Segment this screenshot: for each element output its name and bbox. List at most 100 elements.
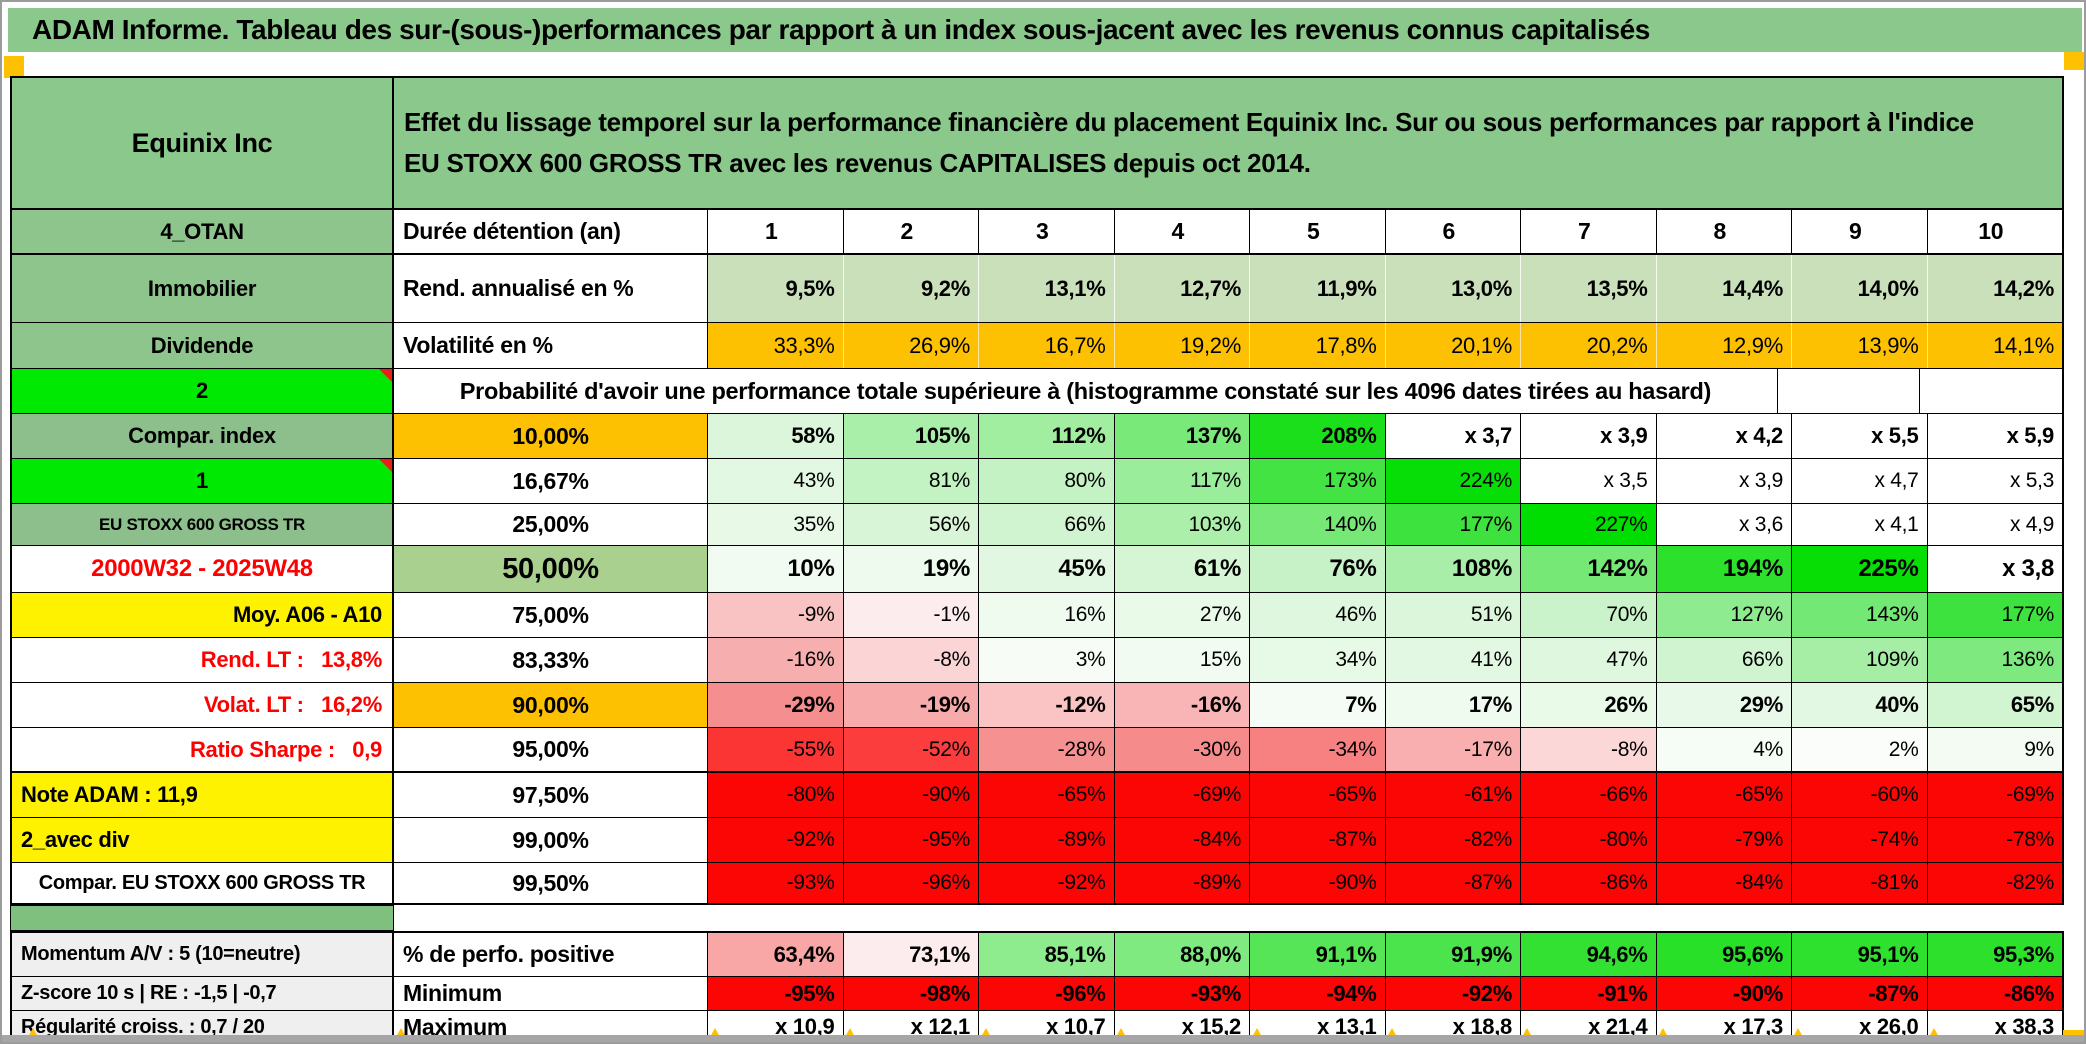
value-cell[interactable]: -74% — [1791, 818, 1927, 862]
value-cell[interactable]: 137% — [1113, 414, 1249, 458]
metric-cell-p83[interactable]: 83,33% — [394, 638, 708, 682]
value-cell[interactable]: 105% — [842, 414, 978, 458]
value-cell[interactable]: -89% — [978, 818, 1114, 862]
value-cell[interactable]: 9,2% — [842, 255, 978, 322]
value-cell[interactable]: 16% — [978, 593, 1114, 637]
row-label-minimum[interactable]: Z-score 10 s | RE : -1,5 | -0,7 — [12, 977, 394, 1010]
metric-cell-positive[interactable]: % de perfo. positive — [394, 933, 708, 976]
value-cell[interactable]: -9% — [708, 593, 843, 637]
value-cell[interactable]: 51% — [1384, 593, 1520, 637]
value-cell[interactable]: 41% — [1384, 638, 1520, 682]
value-cell[interactable]: -55% — [708, 728, 843, 771]
value-cell[interactable]: 19,2% — [1113, 323, 1249, 368]
metric-cell-duration[interactable]: Durée détention (an) — [394, 210, 708, 253]
value-cell[interactable]: 9,5% — [708, 255, 843, 322]
value-cell[interactable]: x 4,7 — [1791, 459, 1927, 503]
value-cell[interactable]: 5 — [1249, 210, 1385, 253]
value-cell[interactable]: -92% — [1384, 977, 1520, 1010]
value-cell[interactable]: -61% — [1384, 773, 1520, 817]
value-cell[interactable]: 47% — [1520, 638, 1656, 682]
value-cell[interactable]: -95% — [708, 977, 843, 1010]
value-cell[interactable]: 19% — [842, 546, 978, 592]
metric-cell-p10[interactable]: 10,00% — [394, 414, 708, 458]
value-cell[interactable]: 63,4% — [708, 933, 843, 976]
value-cell[interactable]: 225% — [1791, 546, 1927, 592]
value-cell[interactable]: 56% — [842, 504, 978, 545]
value-cell[interactable]: 76% — [1249, 546, 1385, 592]
value-cell[interactable]: 88,0% — [1113, 933, 1249, 976]
value-cell[interactable]: 13,9% — [1791, 323, 1927, 368]
value-cell[interactable]: 20,1% — [1384, 323, 1520, 368]
value-cell[interactable]: 94,6% — [1520, 933, 1656, 976]
row-label-p95[interactable]: Ratio Sharpe : 0,9 — [12, 728, 394, 771]
value-cell[interactable]: x 4,2 — [1655, 414, 1791, 458]
value-cell[interactable]: -90% — [1249, 863, 1385, 903]
value-cell[interactable]: -80% — [1520, 818, 1656, 862]
value-cell[interactable]: -66% — [1520, 773, 1656, 817]
value-cell[interactable]: 80% — [978, 459, 1114, 503]
value-cell[interactable]: 95,6% — [1655, 933, 1791, 976]
value-cell[interactable]: -86% — [1520, 863, 1656, 903]
value-cell[interactable]: -92% — [708, 818, 843, 862]
value-cell[interactable]: 112% — [978, 414, 1114, 458]
value-cell[interactable]: 13,5% — [1520, 255, 1656, 322]
metric-cell-p90[interactable]: 90,00% — [394, 683, 708, 727]
value-cell[interactable]: -90% — [1655, 977, 1791, 1010]
row-label-p16[interactable]: 1 — [12, 459, 394, 503]
value-cell[interactable]: -82% — [1384, 818, 1520, 862]
value-cell[interactable]: 142% — [1520, 546, 1656, 592]
value-cell[interactable]: 117% — [1113, 459, 1249, 503]
value-cell[interactable]: 140% — [1249, 504, 1385, 545]
value-cell[interactable]: 7 — [1520, 210, 1656, 253]
row-label-annualized[interactable]: Immobilier — [12, 255, 394, 322]
value-cell[interactable]: 1 — [708, 210, 843, 253]
value-cell[interactable]: 8 — [1655, 210, 1791, 253]
value-cell[interactable]: 66% — [1655, 638, 1791, 682]
value-cell[interactable]: 14,0% — [1791, 255, 1927, 322]
value-cell[interactable]: -65% — [1249, 773, 1385, 817]
value-cell[interactable]: -90% — [842, 773, 978, 817]
value-cell[interactable]: 91,1% — [1249, 933, 1385, 976]
metric-cell-p25[interactable]: 25,00% — [394, 504, 708, 545]
value-cell[interactable]: -16% — [1113, 683, 1249, 727]
value-cell[interactable]: -80% — [708, 773, 843, 817]
metric-cell-minimum[interactable]: Minimum — [394, 977, 708, 1010]
value-cell[interactable]: 15% — [1113, 638, 1249, 682]
value-cell[interactable]: 65% — [1926, 683, 2062, 727]
value-cell[interactable]: -8% — [842, 638, 978, 682]
row-label-duration[interactable]: 4_OTAN — [12, 210, 394, 253]
metric-cell-p75[interactable]: 75,00% — [394, 593, 708, 637]
value-cell[interactable]: 45% — [978, 546, 1114, 592]
value-cell[interactable]: x 5,5 — [1791, 414, 1927, 458]
value-cell[interactable]: 224% — [1384, 459, 1520, 503]
value-cell[interactable]: -92% — [978, 863, 1114, 903]
value-cell[interactable]: -87% — [1249, 818, 1385, 862]
value-cell[interactable]: 81% — [842, 459, 978, 503]
empty-cell[interactable] — [1776, 369, 1920, 413]
value-cell[interactable]: 6 — [1384, 210, 1520, 253]
value-cell[interactable]: x 4,9 — [1926, 504, 2062, 545]
row-label-p25[interactable]: EU STOXX 600 GROSS TR — [12, 504, 394, 545]
value-cell[interactable]: -28% — [978, 728, 1114, 771]
value-cell[interactable]: 2% — [1791, 728, 1927, 771]
value-cell[interactable]: -65% — [978, 773, 1114, 817]
value-cell[interactable]: -69% — [1926, 773, 2062, 817]
value-cell[interactable]: 108% — [1384, 546, 1520, 592]
value-cell[interactable]: -29% — [708, 683, 843, 727]
value-cell[interactable]: 14,1% — [1926, 323, 2062, 368]
value-cell[interactable]: 7% — [1249, 683, 1385, 727]
value-cell[interactable]: 17% — [1384, 683, 1520, 727]
value-cell[interactable]: 61% — [1113, 546, 1249, 592]
value-cell[interactable]: 227% — [1520, 504, 1656, 545]
value-cell[interactable]: 177% — [1384, 504, 1520, 545]
value-cell[interactable]: -89% — [1113, 863, 1249, 903]
value-cell[interactable]: 2 — [842, 210, 978, 253]
row-label-volatility[interactable]: Dividende — [12, 323, 394, 368]
value-cell[interactable]: 9 — [1791, 210, 1927, 253]
description-cell[interactable]: Effet du lissage temporel sur la perform… — [394, 78, 2062, 208]
value-cell[interactable]: -93% — [1113, 977, 1249, 1010]
value-cell[interactable]: -8% — [1520, 728, 1656, 771]
value-cell[interactable]: 70% — [1520, 593, 1656, 637]
row-label-positive[interactable]: Momentum A/V : 5 (10=neutre) — [12, 933, 394, 976]
metric-cell-annualized[interactable]: Rend. annualisé en % — [394, 255, 708, 322]
